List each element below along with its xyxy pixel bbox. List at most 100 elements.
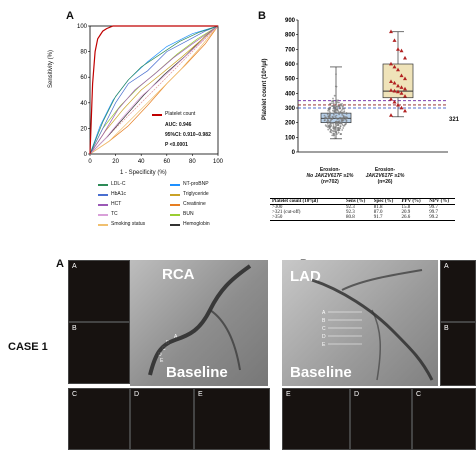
data-point bbox=[396, 67, 400, 72]
oct-image-c-right: C bbox=[412, 388, 476, 450]
oct-label: B bbox=[444, 325, 449, 332]
legend-label: Smoking status bbox=[111, 221, 146, 228]
table-cell: 99.7 bbox=[429, 205, 438, 210]
data-point bbox=[331, 105, 333, 107]
case-a-letter: A bbox=[56, 258, 64, 270]
data-point bbox=[399, 48, 404, 53]
y-tick-label: 100 bbox=[77, 24, 88, 30]
y-tick-label: 900 bbox=[285, 18, 296, 24]
data-point bbox=[334, 109, 337, 112]
data-point bbox=[389, 97, 393, 101]
y-tick-label: 100 bbox=[285, 135, 296, 141]
panel-a-letter: A bbox=[66, 10, 74, 22]
legend-label: Creatinine bbox=[183, 201, 206, 208]
data-point bbox=[330, 124, 333, 127]
y-tick-label: 40 bbox=[80, 101, 87, 107]
roc-auc: AUC: 0.946 bbox=[165, 122, 192, 128]
roc-series-line bbox=[89, 25, 219, 155]
group1-line2: No JAK2V617F ≥1% bbox=[306, 172, 354, 179]
legend-label: TC bbox=[111, 211, 118, 218]
table-cell: 99.2 bbox=[429, 215, 438, 220]
table-cell: 26.6 bbox=[401, 215, 411, 220]
group1-label: Erosion- No JAK2V617F ≥1% (n=702) bbox=[300, 167, 360, 185]
data-point bbox=[341, 129, 344, 131]
data-point bbox=[337, 129, 340, 132]
table-cell: 91.7 bbox=[373, 215, 383, 220]
segment-label: C bbox=[322, 326, 326, 332]
segment-label: D bbox=[322, 334, 326, 340]
data-point bbox=[332, 123, 335, 125]
angiogram-rca: RCA Baseline A B C D E bbox=[130, 260, 268, 386]
data-point bbox=[332, 107, 335, 110]
data-point bbox=[324, 124, 327, 126]
y-tick-label: 200 bbox=[285, 121, 296, 127]
data-point bbox=[344, 123, 347, 126]
data-point bbox=[333, 137, 336, 140]
header-npv: NPV (%) bbox=[429, 199, 450, 204]
data-point bbox=[392, 64, 397, 69]
legend-item: NT-proBNP bbox=[170, 180, 210, 190]
data-point bbox=[335, 131, 337, 134]
data-point bbox=[392, 80, 397, 85]
group1-line3: (n=702) bbox=[321, 178, 339, 185]
table-cell: 81.8 bbox=[373, 205, 383, 210]
data-point bbox=[334, 108, 337, 110]
roc-series-line bbox=[89, 25, 219, 155]
legend-swatch bbox=[170, 224, 180, 226]
data-point bbox=[389, 79, 393, 83]
roc-p: P <0.0001 bbox=[165, 141, 188, 148]
data-point bbox=[341, 119, 343, 122]
legend-platelet-count: Platelet count bbox=[152, 110, 211, 120]
data-point bbox=[332, 125, 335, 127]
legend-item: BUN bbox=[170, 210, 210, 220]
case-label: CASE 1 bbox=[8, 341, 48, 353]
table-cell: >350 bbox=[272, 215, 283, 220]
data-point bbox=[389, 61, 393, 66]
data-point bbox=[399, 85, 404, 89]
data-point bbox=[328, 113, 331, 116]
data-point bbox=[340, 133, 342, 135]
oct-image-e-left: E bbox=[194, 388, 270, 450]
data-point bbox=[337, 123, 340, 125]
group2-line3: (n=26) bbox=[377, 178, 393, 185]
data-point bbox=[337, 120, 340, 123]
data-point bbox=[332, 97, 334, 100]
legend-item: Creatinine bbox=[170, 200, 210, 210]
x-tick-label: 0 bbox=[88, 159, 92, 165]
y-tick-label: 80 bbox=[80, 50, 87, 56]
data-point bbox=[332, 134, 335, 137]
legend-label: NT-proBNP bbox=[183, 181, 209, 188]
oct-label: A bbox=[72, 263, 77, 270]
data-point bbox=[338, 104, 341, 107]
legend-label: HCT bbox=[111, 201, 122, 208]
data-point bbox=[342, 127, 345, 129]
segment-label: C bbox=[162, 346, 166, 352]
oct-label: C bbox=[72, 391, 78, 398]
legend-label: Hemoglobin bbox=[183, 221, 210, 228]
roc-series-line bbox=[89, 25, 219, 155]
data-point bbox=[335, 103, 338, 105]
data-point bbox=[336, 126, 339, 129]
data-point bbox=[336, 108, 339, 111]
data-point bbox=[327, 126, 329, 129]
baseline-label: Baseline bbox=[290, 364, 352, 381]
legend-platelet-label: Platelet count bbox=[165, 111, 196, 118]
data-point bbox=[331, 102, 333, 105]
data-point bbox=[343, 107, 346, 110]
platelet-line-swatch bbox=[152, 114, 162, 116]
data-point bbox=[338, 113, 340, 116]
y-tick-label: 400 bbox=[285, 91, 296, 97]
legend-swatch bbox=[170, 184, 180, 186]
data-point bbox=[336, 107, 339, 109]
data-point bbox=[403, 94, 407, 98]
data-point bbox=[332, 113, 335, 116]
roc-chart: 0 20 40 60 80 100 0 20 40 60 80 100 bbox=[77, 24, 224, 165]
data-point bbox=[337, 118, 339, 120]
y-tick-label: 600 bbox=[285, 62, 296, 68]
data-point bbox=[341, 114, 344, 116]
group2-label: Erosion- JAK2V617F ≥1% (n=26) bbox=[355, 167, 415, 185]
data-point bbox=[327, 119, 330, 122]
stats-table-header: Platelet count (10⁹/μl) Sens (%) Spec (%… bbox=[270, 199, 455, 205]
data-point bbox=[328, 127, 331, 129]
segment-label: D bbox=[158, 352, 162, 358]
